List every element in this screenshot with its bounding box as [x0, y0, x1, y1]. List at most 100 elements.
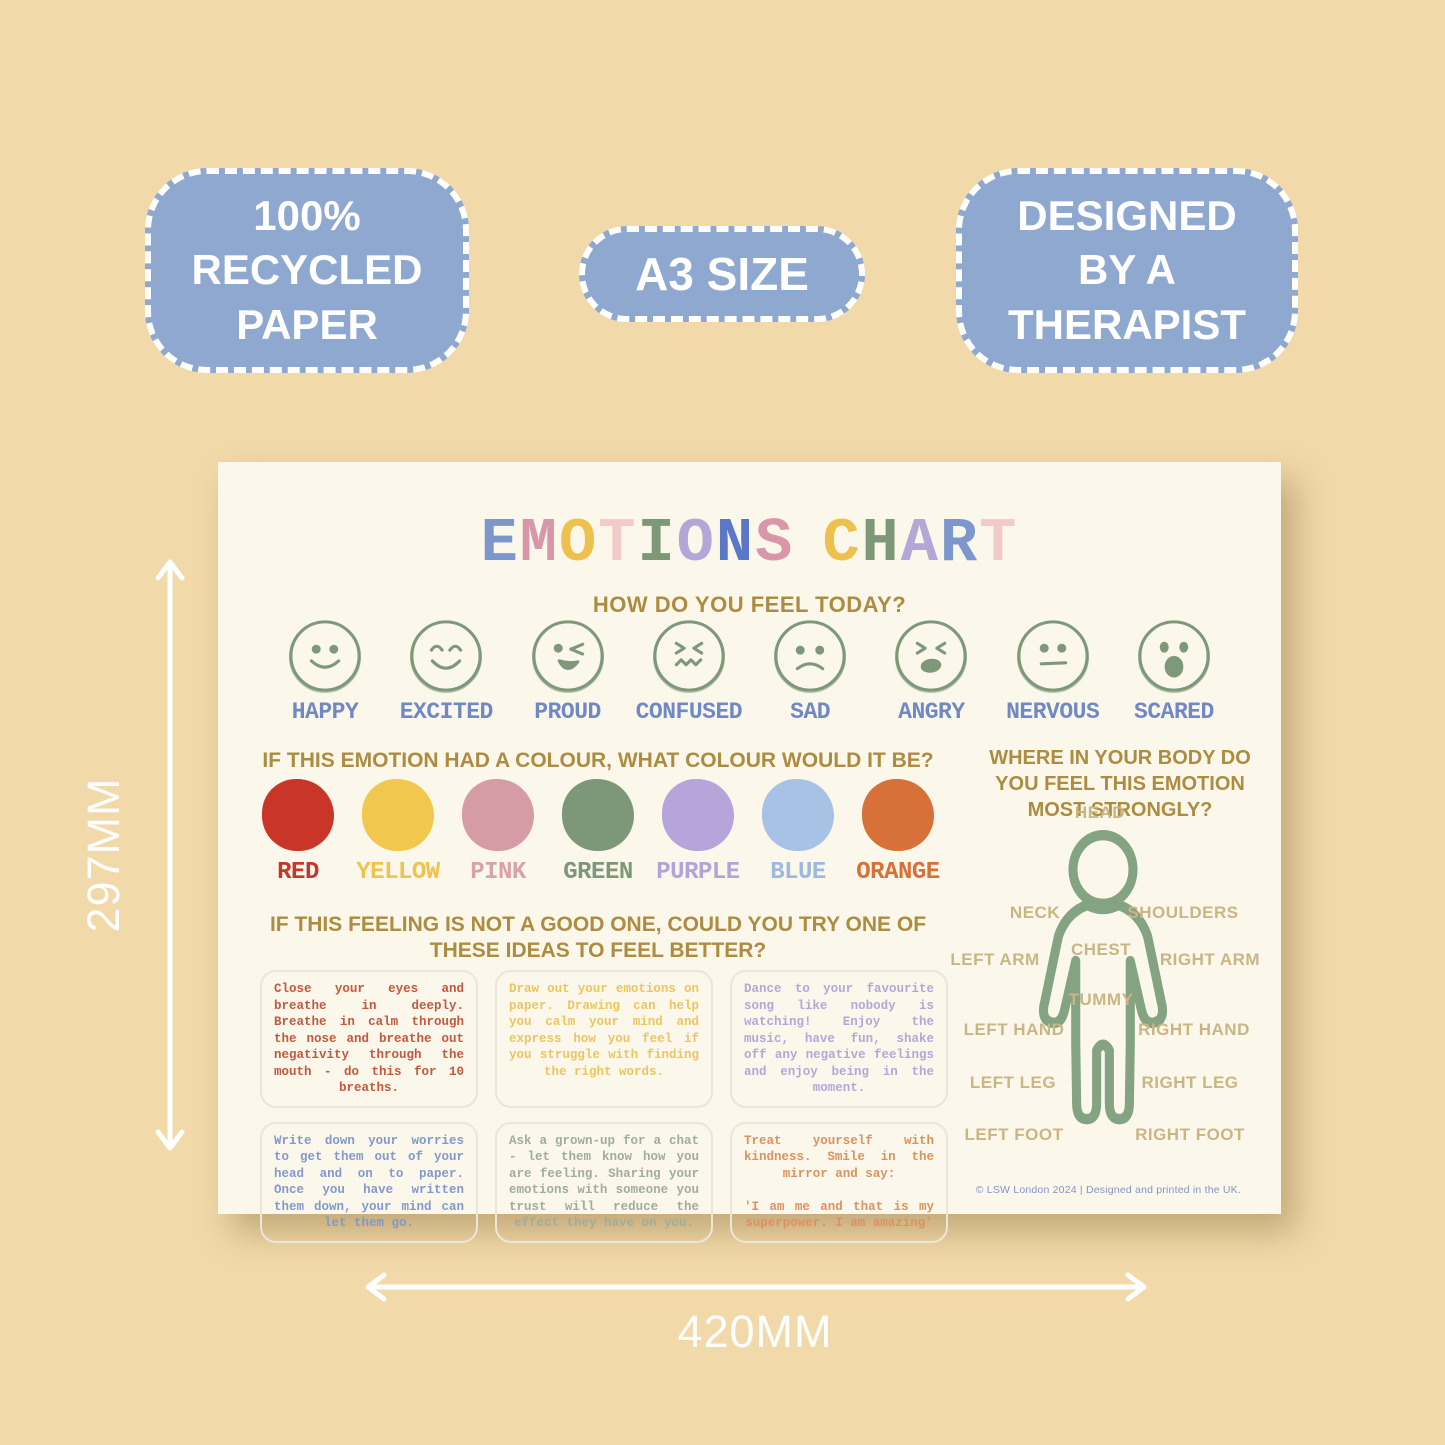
face-label: CONFUSED [635, 699, 743, 725]
idea-card: Ask a grown-up for a chat - let them kno… [495, 1121, 713, 1243]
body-label-shoulders: SHOULDERS [1127, 903, 1239, 922]
colour-red: RED [261, 779, 335, 886]
colour-label: YELLOW [356, 859, 440, 886]
colour-label: GREEN [563, 859, 633, 886]
title-letter: A [900, 508, 940, 579]
emotions-chart-poster: EMOTIONS CHART HOW DO YOU FEEL TODAY? HAP… [218, 462, 1281, 1243]
body-question: WHERE IN YOUR BODY DO YOU FEEL THIS EMOT… [989, 747, 1251, 821]
nervous-face-icon [1016, 620, 1089, 694]
body-label-left-leg: LEFT LEG [969, 1073, 1057, 1092]
body-label-right-hand: RIGHT HAND [1138, 1020, 1250, 1039]
colour-label: PINK [470, 859, 526, 886]
body-label-right-leg: RIGHT LEG [1141, 1073, 1239, 1092]
badge-recycled-paper: 100% RECYCLED PAPER [145, 168, 469, 373]
badge-line: PAPER [236, 300, 378, 348]
colour-swatch-icon [362, 779, 434, 851]
title-letter: T [979, 508, 1019, 579]
badge-line: A3 SIZE [635, 248, 809, 300]
angry-face-icon [895, 620, 968, 694]
colour-swatch-icon [562, 779, 634, 851]
title-letter: T [598, 508, 638, 579]
badge-line: 100% [253, 191, 361, 239]
face-excited: EXCITED [389, 617, 503, 725]
ideas-question: IF THIS FEELING IS NOT A GOOD ONE, COULD… [248, 912, 948, 965]
face-sad: SAD [753, 617, 867, 725]
poster-title: EMOTIONS CHART [218, 508, 1281, 579]
idea-card: Dance to your favourite song like nobody… [730, 970, 948, 1108]
face-label: HAPPY [291, 699, 359, 725]
colour-label: PURPLE [656, 859, 740, 886]
body-label-neck: NECK [1009, 903, 1061, 922]
title-letter: R [939, 508, 980, 579]
colour-swatch-icon [662, 779, 734, 851]
width-dimension-arrow [365, 1272, 1147, 1302]
colour-swatch-icon [262, 779, 334, 851]
badge-line: DESIGNED [1017, 191, 1237, 239]
colour-swatch-icon [462, 779, 534, 851]
badge-line: RECYCLED [191, 246, 423, 294]
faces-row: HAPPY EXCITED PROUD CONFUSED SAD ANGRY NERVOUS… [268, 617, 1231, 725]
face-confused: CONFUSED [632, 617, 746, 725]
body-label-left-foot: LEFT FOOT [964, 1125, 1064, 1144]
badge-designed-by-therapist: DESIGNED BY A THERAPIST [956, 168, 1298, 373]
face-happy: HAPPY [268, 617, 382, 725]
colour-pink: PINK [461, 779, 535, 886]
scared-face-icon [1137, 620, 1210, 694]
face-angry: ANGRY [874, 617, 988, 725]
title-letter: N [715, 508, 756, 579]
height-dimension-arrow [155, 559, 185, 1151]
colour-swatch-icon [862, 779, 934, 851]
body-outline-figure [1038, 830, 1168, 1125]
title-letter: H [861, 508, 901, 579]
title-letter: O [559, 508, 599, 579]
width-dimension-label: 420MM [677, 1306, 833, 1357]
title-letter: E [480, 508, 520, 579]
colour-green: GREEN [561, 779, 635, 886]
proud-face-icon [531, 620, 604, 694]
title-letter: S [755, 508, 795, 579]
colour-label: RED [277, 859, 319, 886]
colour-swatch-icon [762, 779, 834, 851]
badge-line: THERAPIST [1007, 300, 1246, 348]
sad-face-icon [774, 620, 847, 694]
feel-today-question: HOW DO YOU FEEL TODAY? [592, 592, 907, 617]
colour-purple: PURPLE [656, 779, 740, 886]
badge-a3-size: A3 SIZE [579, 226, 865, 322]
idea-card: Draw out your emotions on paper. Drawing… [495, 970, 713, 1108]
colour-blue: BLUE [761, 779, 835, 886]
confused-face-icon [652, 620, 725, 694]
face-label: PROUD [534, 699, 601, 725]
excited-face-icon [410, 620, 483, 694]
idea-card: Write down your worries to get them out … [260, 1121, 478, 1243]
idea-card: Treat yourself with kindness. Smile in t… [730, 1121, 948, 1243]
title-letter: C [822, 508, 862, 579]
ideas-grid: Close your eyes and breathe in deeply. B… [260, 970, 948, 1243]
colour-label: BLUE [770, 859, 826, 886]
colour-yellow: YELLOW [356, 779, 440, 886]
happy-face-icon [288, 620, 362, 694]
face-label: NERVOUS [1006, 699, 1100, 725]
idea-card: Close your eyes and breathe in deeply. B… [260, 970, 478, 1108]
body-label-tummy: TUMMY [1068, 990, 1134, 1009]
body-label-left-hand: LEFT HAND [963, 1020, 1065, 1039]
face-nervous: NERVOUS [996, 617, 1110, 725]
ideas-question-line1: IF THIS FEELING IS NOT A GOOD ONE, COULD… [269, 913, 927, 936]
colour-orange: ORANGE [856, 779, 940, 886]
title-letter: M [519, 508, 560, 579]
body-map: HEAD NECK SHOULDERS LEFT ARM CHEST RIGHT ARM T… [950, 802, 1263, 1162]
face-label: ANGRY [898, 699, 965, 725]
face-scared: SCARED [1117, 617, 1231, 725]
face-label: EXCITED [399, 699, 494, 725]
face-proud: PROUD [511, 617, 625, 725]
face-label: SCARED [1134, 699, 1214, 725]
badge-line: BY A [1077, 246, 1176, 294]
body-label-chest: CHEST [1070, 940, 1132, 959]
title-letter: O [676, 508, 716, 579]
title-letter: I [637, 508, 677, 579]
colour-question: IF THIS EMOTION HAD A COLOUR, WHAT COLOU… [262, 749, 934, 772]
body-label-right-arm: RIGHT ARM [1159, 950, 1261, 969]
body-label-right-foot: RIGHT FOOT [1135, 1125, 1245, 1144]
ideas-question-line2: THESE IDEAS TO FEEL BETTER? [429, 939, 767, 963]
colour-swatches-row: RED YELLOW PINK GREEN PURPLE BLUE ORANGE [260, 779, 940, 886]
